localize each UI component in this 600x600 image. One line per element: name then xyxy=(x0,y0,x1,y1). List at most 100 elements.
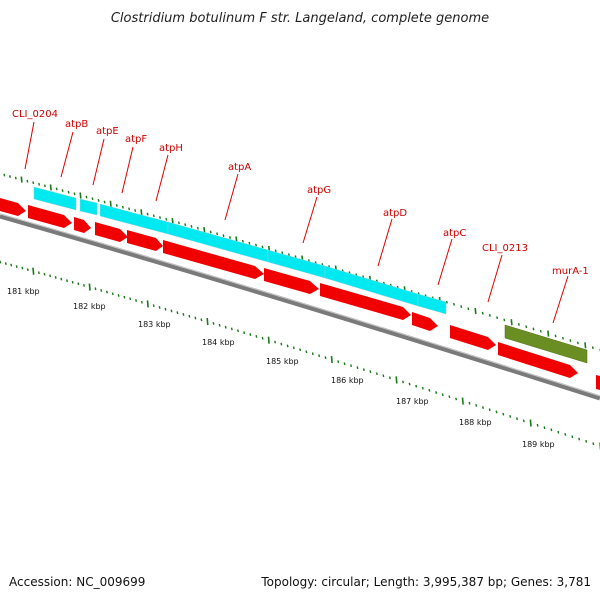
outer-minor-tick xyxy=(97,199,100,202)
inner-minor-tick xyxy=(578,437,581,441)
outer-minor-tick xyxy=(248,241,251,245)
inner-major-tick xyxy=(461,397,464,405)
outer-minor-tick xyxy=(445,300,448,304)
inner-minor-tick xyxy=(571,435,574,439)
inner-minor-tick xyxy=(324,356,327,360)
inner-minor-tick xyxy=(4,262,7,265)
outer-minor-tick xyxy=(209,230,212,234)
outer-minor-tick xyxy=(525,325,528,329)
inner-minor-tick xyxy=(135,299,137,302)
outer-minor-tick xyxy=(481,311,484,315)
inner-minor-tick xyxy=(255,335,258,338)
inner-minor-tick xyxy=(475,404,478,407)
svg-text:atpA: atpA xyxy=(228,162,251,173)
gene-label-atpb: atpB xyxy=(60,119,88,178)
inner-minor-tick xyxy=(516,417,518,421)
forward-strand-cds xyxy=(0,198,600,390)
outer-minor-tick xyxy=(554,334,557,338)
gene-label-cli-0213: CLI_0213 xyxy=(482,243,528,303)
inner-minor-tick xyxy=(482,406,484,409)
inner-minor-tick xyxy=(152,304,155,308)
outer-major-tick xyxy=(474,307,477,315)
inner-major-tick xyxy=(32,267,35,275)
inner-minor-tick xyxy=(218,323,221,327)
inner-minor-tick xyxy=(318,354,321,358)
inner-minor-tick xyxy=(123,295,126,299)
outer-major-tick xyxy=(510,319,513,326)
inner-minor-tick xyxy=(488,408,491,412)
inner-minor-tick xyxy=(299,348,302,352)
outer-minor-tick xyxy=(26,179,29,183)
inner-minor-tick xyxy=(502,412,505,416)
inner-minor-tick xyxy=(388,376,391,380)
inner-minor-tick xyxy=(111,292,114,296)
outer-minor-tick xyxy=(241,239,244,243)
inner-minor-tick xyxy=(140,300,143,304)
inner-minor-tick xyxy=(311,352,314,356)
outer-minor-tick xyxy=(539,329,542,333)
inner-minor-tick xyxy=(592,442,595,446)
inner-minor-tick xyxy=(164,307,167,311)
inner-minor-tick xyxy=(200,318,203,322)
inner-minor-tick xyxy=(129,297,132,301)
inner-minor-tick xyxy=(455,397,458,401)
inner-minor-tick xyxy=(158,306,161,309)
outer-minor-tick xyxy=(196,226,199,230)
outer-minor-tick xyxy=(261,245,264,249)
outer-minor-tick xyxy=(73,192,76,196)
outer-minor-tick xyxy=(103,200,106,204)
gene-mura-1-block xyxy=(504,324,588,364)
inner-minor-tick xyxy=(428,388,431,392)
inner-minor-tick xyxy=(408,382,411,386)
inner-major-tick xyxy=(529,419,532,427)
inner-major-tick xyxy=(206,318,209,326)
kbp-label-184: 184 kbp xyxy=(202,338,235,347)
outer-minor-tick xyxy=(91,197,94,201)
inner-minor-tick xyxy=(188,314,191,318)
outer-minor-tick xyxy=(255,243,257,247)
outer-minor-tick xyxy=(3,173,6,177)
outer-minor-tick xyxy=(190,225,193,228)
svg-text:murA-1: murA-1 xyxy=(552,266,589,277)
outer-minor-tick xyxy=(287,253,290,257)
outer-minor-tick xyxy=(184,223,187,227)
inner-minor-tick xyxy=(15,265,18,268)
outer-minor-tick xyxy=(222,234,225,238)
kbp-label-181: 181 kbp xyxy=(7,287,40,296)
kbp-label-186: 186 kbp xyxy=(331,376,364,385)
inner-major-tick xyxy=(267,336,270,344)
inner-minor-tick xyxy=(382,374,385,378)
svg-text:atpH: atpH xyxy=(159,143,183,154)
outer-minor-tick xyxy=(569,339,572,342)
inner-major-tick xyxy=(146,300,149,308)
gene-atpb-block xyxy=(79,198,98,216)
inner-minor-tick xyxy=(550,428,553,432)
outer-minor-tick xyxy=(38,182,41,186)
backbone xyxy=(0,213,600,401)
inner-minor-tick xyxy=(274,340,277,344)
inner-minor-tick xyxy=(495,410,498,414)
inner-minor-tick xyxy=(337,360,340,364)
inner-minor-tick xyxy=(212,322,215,325)
svg-text:atpD: atpD xyxy=(383,208,407,219)
outer-major-tick xyxy=(584,342,587,349)
reverse-strand-cds xyxy=(33,186,447,315)
svg-text:atpG: atpG xyxy=(307,185,331,196)
gene-cli-0204-block xyxy=(33,186,77,211)
inner-minor-tick xyxy=(66,279,68,283)
inner-minor-tick xyxy=(441,393,444,397)
gene-label-atpc: atpC xyxy=(437,228,466,286)
inner-minor-tick xyxy=(421,386,424,390)
inner-minor-tick xyxy=(350,364,352,368)
inner-minor-tick xyxy=(237,329,239,333)
inner-minor-tick xyxy=(37,271,40,275)
outer-minor-tick xyxy=(14,176,17,180)
inner-tick-marks xyxy=(0,260,600,450)
other-feature xyxy=(504,324,588,364)
inner-minor-tick xyxy=(170,309,173,313)
outer-major-tick xyxy=(109,200,112,207)
inner-minor-tick xyxy=(77,282,80,286)
outer-minor-tick xyxy=(496,316,499,320)
inner-minor-tick xyxy=(448,395,451,399)
inner-minor-tick xyxy=(292,346,295,350)
